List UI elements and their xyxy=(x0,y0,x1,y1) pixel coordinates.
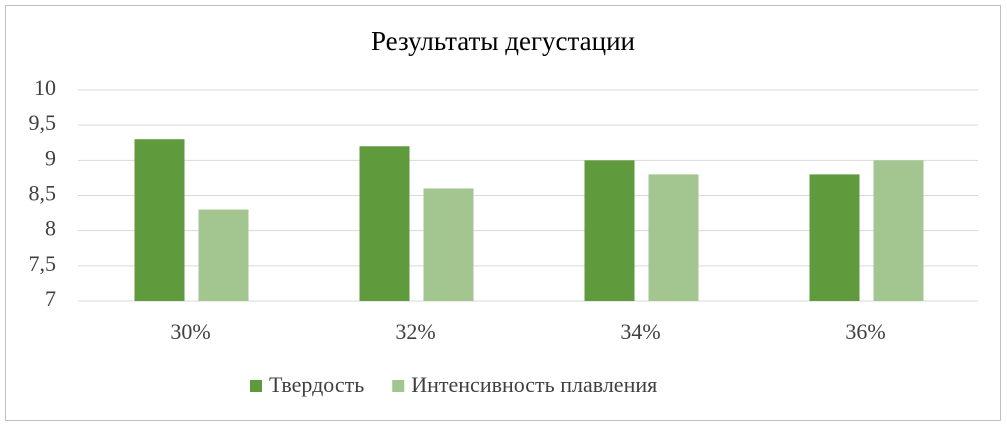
y-tick-label: 8 xyxy=(45,216,56,241)
y-tick-label: 10 xyxy=(34,75,56,100)
y-tick-label: 8,5 xyxy=(29,181,57,206)
x-tick-label: 32% xyxy=(395,319,435,344)
x-tick-label: 36% xyxy=(845,319,885,344)
y-tick-label: 7,5 xyxy=(29,251,57,276)
bar xyxy=(873,160,924,301)
legend-label: Твердость xyxy=(269,372,364,397)
bar xyxy=(648,174,699,301)
y-tick-label: 9 xyxy=(45,145,56,170)
legend-swatch xyxy=(250,380,262,392)
y-tick-label: 9,5 xyxy=(29,110,57,135)
x-tick-label: 30% xyxy=(170,319,210,344)
legend-label: Интенсивность плавления xyxy=(411,372,657,397)
bar xyxy=(359,146,410,301)
bar xyxy=(809,174,860,301)
bar xyxy=(198,209,249,301)
chart-title: Результаты дегустации xyxy=(371,26,635,56)
x-tick-label: 34% xyxy=(620,319,660,344)
bar xyxy=(423,188,474,301)
bar xyxy=(134,139,185,301)
y-tick-label: 7 xyxy=(45,286,56,311)
legend-swatch xyxy=(392,380,405,392)
bar xyxy=(584,160,635,301)
